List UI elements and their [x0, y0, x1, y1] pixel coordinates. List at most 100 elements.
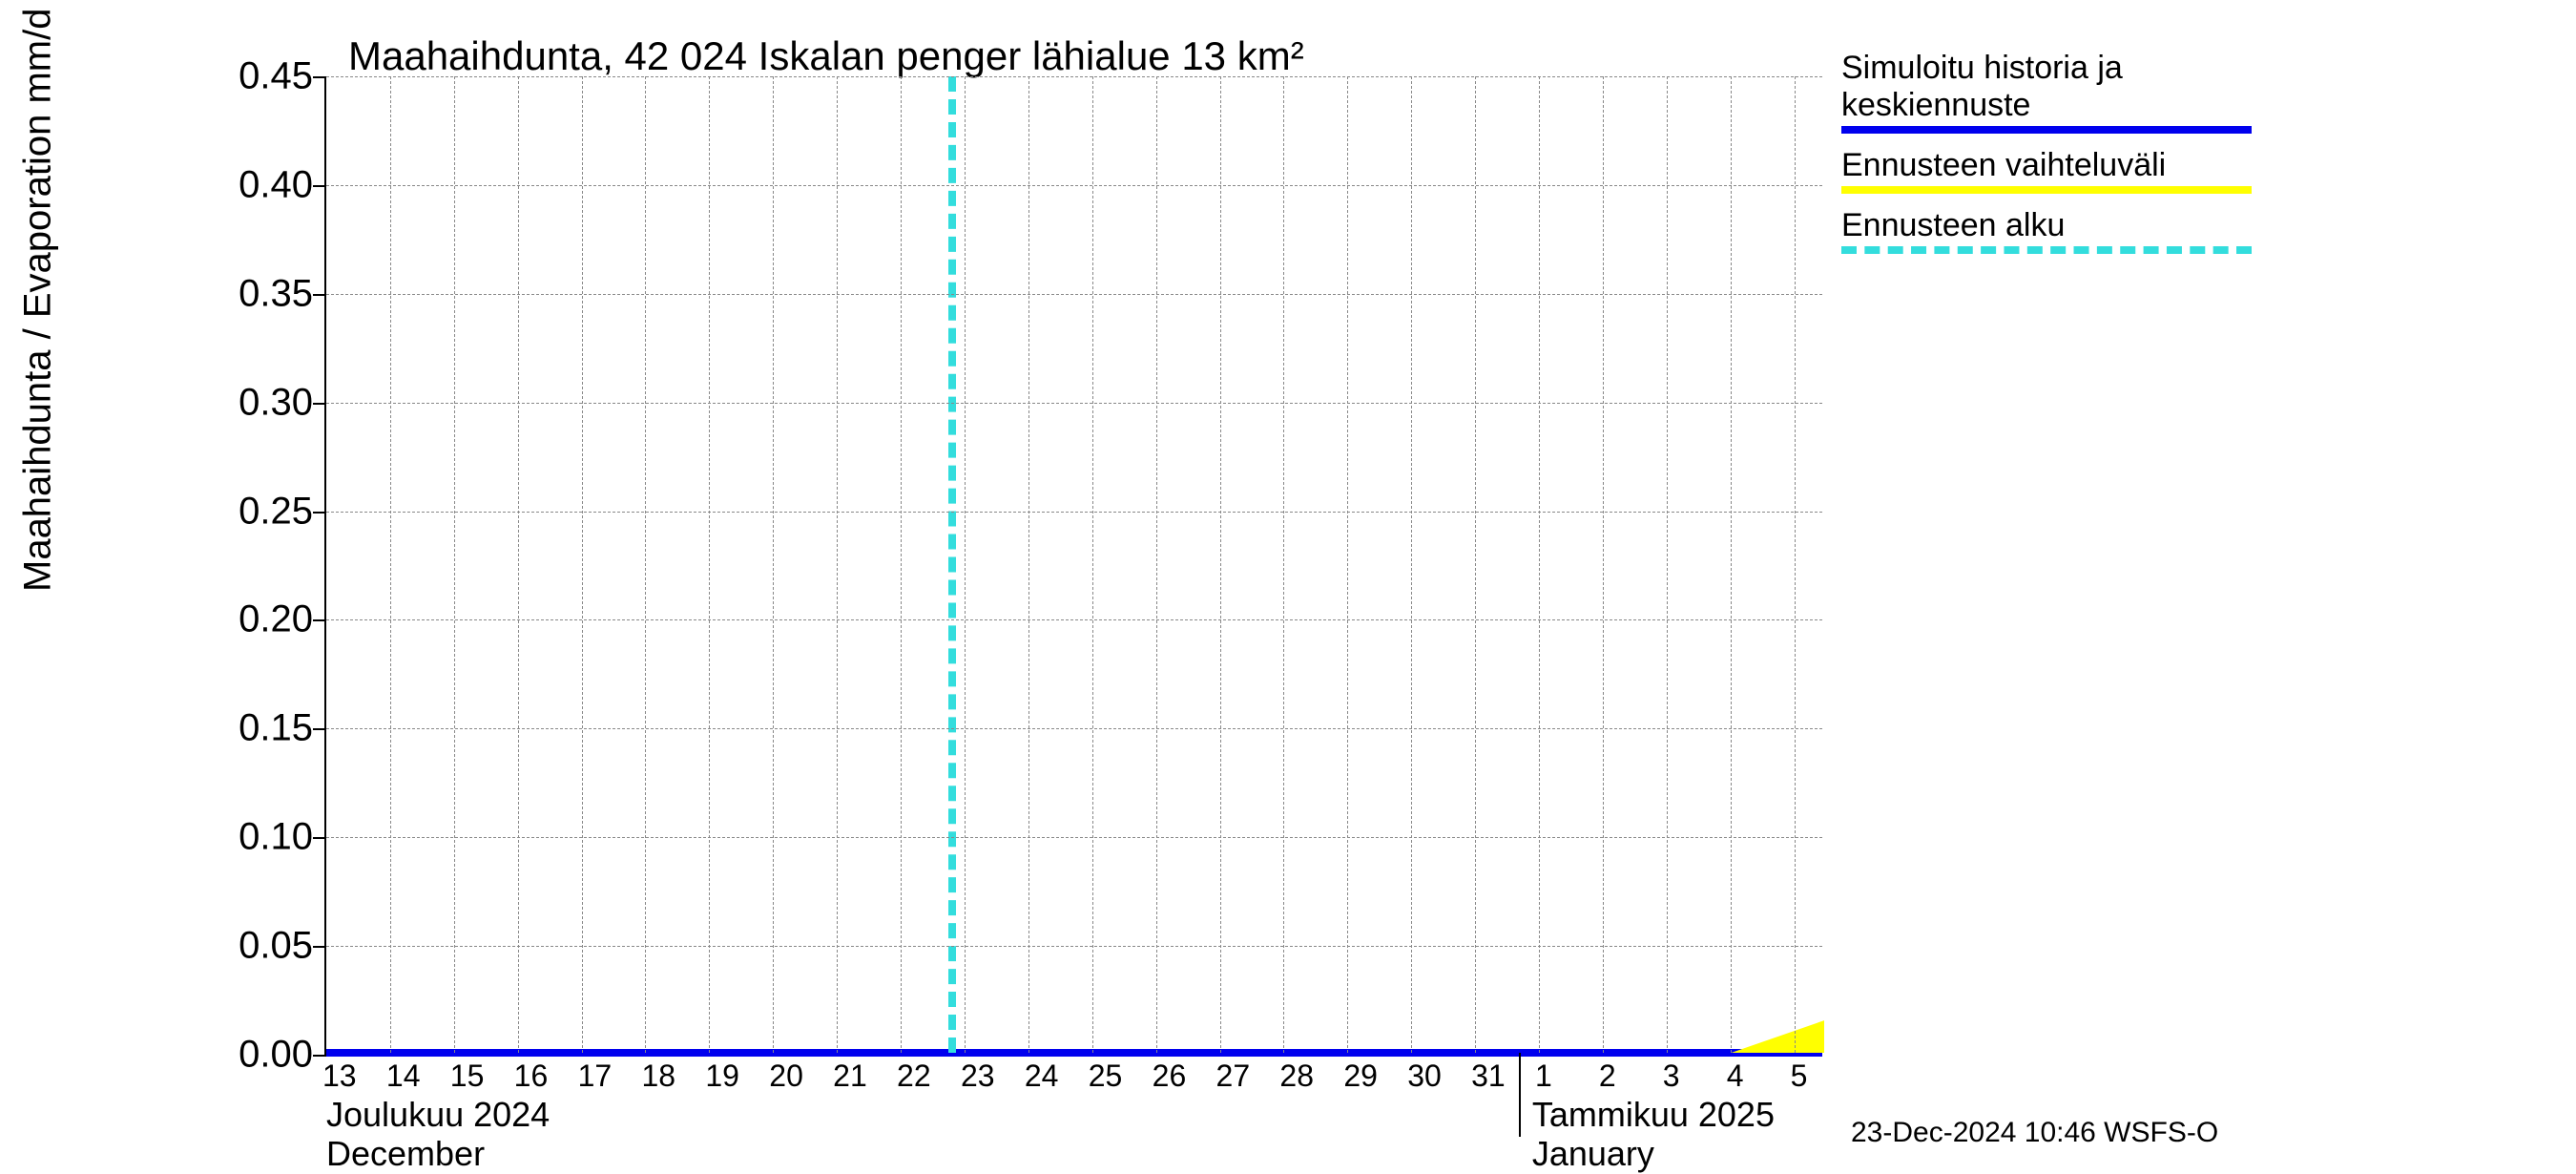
grid-line-v [773, 76, 774, 1053]
x-tick-label: 31 [1471, 1059, 1506, 1094]
chart-title: Maahaihdunta, 42 024 Iskalan penger lähi… [348, 33, 1304, 79]
x-tick-label: 29 [1343, 1059, 1378, 1094]
x-tick-label: 20 [769, 1059, 803, 1094]
y-tick-mark [313, 1055, 326, 1057]
grid-line-v [1475, 76, 1476, 1053]
x-tick-label: 26 [1153, 1059, 1187, 1094]
y-tick-label: 0.25 [239, 490, 313, 533]
grid-line-v [1795, 76, 1796, 1053]
y-tick-label: 0.30 [239, 381, 313, 424]
x-tick-label: 15 [450, 1059, 485, 1094]
x-tick-label: 30 [1407, 1059, 1442, 1094]
month-label-line1: Joulukuu 2024 [326, 1095, 550, 1134]
grid-line-h [326, 185, 1822, 186]
grid-line-v [1283, 76, 1284, 1053]
x-tick-label: 22 [897, 1059, 931, 1094]
grid-line-v [1220, 76, 1221, 1053]
y-tick-mark [313, 837, 326, 839]
y-tick-label: 0.15 [239, 707, 313, 750]
month-label-line2: December [326, 1134, 485, 1173]
grid-line-h [326, 294, 1822, 295]
grid-line-v [1731, 76, 1732, 1053]
x-month-label: Joulukuu 2024December [326, 1095, 550, 1174]
grid-line-v [1347, 76, 1348, 1053]
x-tick-label: 1 [1535, 1059, 1552, 1094]
legend-item: Ennusteen vaihteluväli [1841, 147, 2252, 194]
y-tick-label: 0.00 [239, 1034, 313, 1077]
series-simulated-history [326, 1049, 1822, 1057]
legend-swatch [1841, 186, 2252, 194]
x-tick-label: 18 [641, 1059, 675, 1094]
grid-line-v [1667, 76, 1668, 1053]
grid-line-v [1092, 76, 1093, 1053]
y-tick-mark [313, 946, 326, 948]
grid-line-h [326, 403, 1822, 404]
y-tick-label: 0.35 [239, 272, 313, 315]
legend-label: Ennusteen vaihteluväli [1841, 147, 2252, 184]
grid-line-v [390, 76, 391, 1053]
month-label-line2: January [1532, 1134, 1654, 1173]
month-label-line1: Tammikuu 2025 [1532, 1095, 1775, 1134]
grid-line-v [1411, 76, 1412, 1053]
x-tick-label: 17 [578, 1059, 613, 1094]
grid-line-v [582, 76, 583, 1053]
x-tick-label: 2 [1599, 1059, 1616, 1094]
grid-line-h [326, 619, 1822, 620]
grid-line-v [645, 76, 646, 1053]
legend-item: Ennusteen alku [1841, 207, 2252, 254]
y-tick-mark [313, 512, 326, 514]
y-tick-label: 0.20 [239, 598, 313, 641]
x-month-label: Tammikuu 2025January [1532, 1095, 1775, 1174]
grid-line-v [709, 76, 710, 1053]
x-tick-label: 28 [1279, 1059, 1314, 1094]
x-tick-label: 16 [514, 1059, 549, 1094]
grid-line-h [326, 837, 1822, 838]
legend-label: Ennusteen alku [1841, 207, 2252, 244]
grid-line-v [1539, 76, 1540, 1053]
y-tick-label: 0.40 [239, 163, 313, 206]
y-tick-label: 0.10 [239, 816, 313, 859]
x-tick-label: 19 [705, 1059, 739, 1094]
footer-timestamp: 23-Dec-2024 10:46 WSFS-O [1851, 1117, 2218, 1149]
y-tick-mark [313, 403, 326, 405]
legend-swatch [1841, 246, 2252, 254]
grid-line-v [1028, 76, 1029, 1053]
y-tick-mark [313, 185, 326, 187]
y-tick-mark [313, 294, 326, 296]
y-tick-mark [313, 728, 326, 730]
x-tick-label: 27 [1216, 1059, 1251, 1094]
x-tick-label: 3 [1663, 1059, 1680, 1094]
month-divider [1519, 1053, 1521, 1137]
x-tick-label: 21 [833, 1059, 867, 1094]
plot-area: 0.000.050.100.150.200.250.300.350.400.45… [324, 76, 1822, 1055]
legend: Simuloitu historia jakeskiennuste Ennuste… [1841, 50, 2252, 267]
grid-line-v [965, 76, 966, 1053]
legend-swatch [1841, 126, 2252, 134]
x-tick-label: 5 [1791, 1059, 1808, 1094]
grid-line-v [901, 76, 902, 1053]
grid-line-h [326, 728, 1822, 729]
forecast-start-line [948, 76, 956, 1053]
grid-line-v [454, 76, 455, 1053]
legend-label: Simuloitu historia jakeskiennuste [1841, 50, 2252, 124]
y-tick-mark [313, 76, 326, 78]
legend-item: Simuloitu historia jakeskiennuste [1841, 50, 2252, 134]
y-axis-label: Maahaihdunta / Evaporation mm/d [17, 9, 60, 592]
y-tick-label: 0.45 [239, 55, 313, 98]
grid-line-h [326, 512, 1822, 513]
x-tick-label: 14 [386, 1059, 421, 1094]
grid-line-v [837, 76, 838, 1053]
x-tick-label: 13 [322, 1059, 357, 1094]
x-tick-label: 24 [1025, 1059, 1059, 1094]
y-tick-mark [313, 619, 326, 621]
grid-line-v [1603, 76, 1604, 1053]
grid-line-v [518, 76, 519, 1053]
x-tick-label: 4 [1727, 1059, 1744, 1094]
grid-line-h [326, 946, 1822, 947]
y-tick-label: 0.05 [239, 925, 313, 968]
series-forecast-range [1731, 1020, 1824, 1053]
grid-line-h [326, 76, 1822, 77]
grid-line-v [1156, 76, 1157, 1053]
x-tick-label: 23 [961, 1059, 995, 1094]
x-tick-label: 25 [1089, 1059, 1123, 1094]
